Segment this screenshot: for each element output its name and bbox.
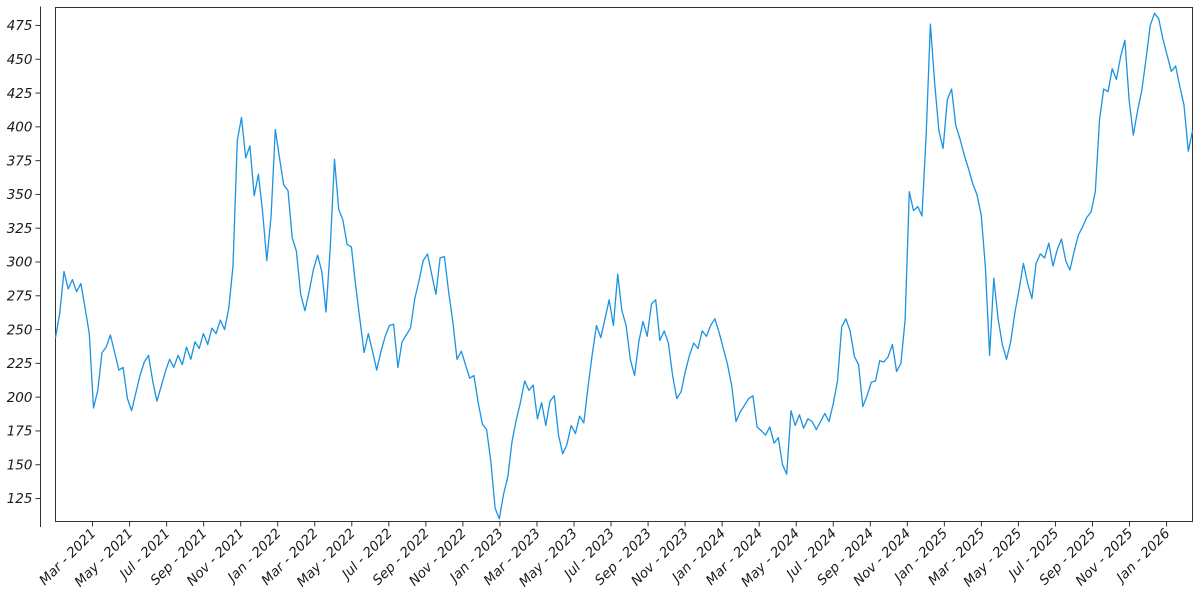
series-line xyxy=(54,12,1194,520)
y-tick-label: 225 xyxy=(7,356,33,372)
plot-border xyxy=(55,7,1193,522)
y-tick-label: 275 xyxy=(7,289,33,305)
y-tick-label: 375 xyxy=(7,153,33,169)
y-tick-label: 125 xyxy=(7,491,33,507)
y-tick-label: 450 xyxy=(7,52,33,68)
y-tick-label: 250 xyxy=(7,322,33,338)
y-tick-label: 425 xyxy=(7,86,33,102)
y-tick-label: 475 xyxy=(7,18,33,34)
y-tick-label: 400 xyxy=(7,120,33,136)
y-tick-label: 350 xyxy=(7,187,33,203)
y-tick-label: 150 xyxy=(7,457,33,473)
y-tick-label: 200 xyxy=(7,390,33,406)
y-tick-label: 325 xyxy=(7,221,33,237)
y-tick-label: 175 xyxy=(7,424,33,440)
y-tick-label: 300 xyxy=(7,255,33,271)
